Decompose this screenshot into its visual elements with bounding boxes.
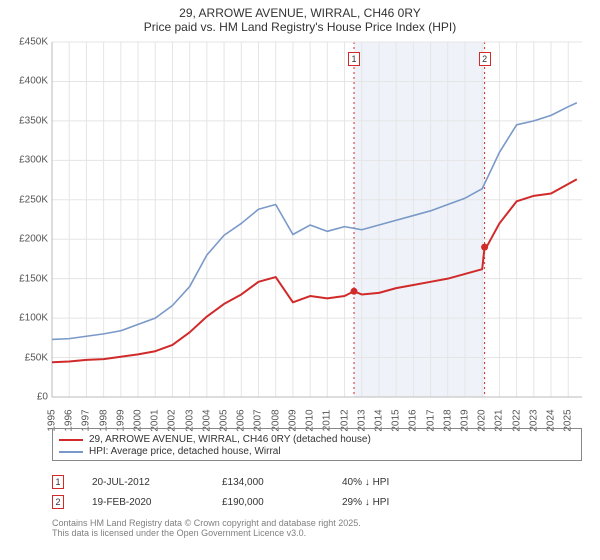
copyright-block: Contains HM Land Registry data © Crown c… bbox=[52, 518, 582, 538]
y-axis-label: £50K bbox=[4, 352, 48, 363]
sales-table: 1 20-JUL-2012£134,00040% ↓ HPI 2 19-FEB-202… bbox=[52, 472, 582, 512]
chart-plot-area: £0£50K£100K£150K£200K£250K£300K£350K£400… bbox=[52, 42, 582, 397]
chart-container: 29, ARROWE AVENUE, WIRRAL, CH46 0RY Pric… bbox=[0, 0, 600, 560]
y-axis-label: £150K bbox=[4, 273, 48, 284]
title-line-1: 29, ARROWE AVENUE, WIRRAL, CH46 0RY bbox=[0, 6, 600, 20]
sale-id-box: 2 bbox=[52, 495, 64, 509]
sale-marker-2: 2 bbox=[479, 52, 491, 66]
y-axis-label: £450K bbox=[4, 37, 48, 48]
chart-svg bbox=[52, 42, 582, 397]
sale-date: 19-FEB-2020 bbox=[92, 497, 222, 508]
sale-price: £134,000 bbox=[222, 477, 342, 488]
sale-marker-1: 1 bbox=[348, 52, 360, 66]
sale-price: £190,000 bbox=[222, 497, 342, 508]
sale-id-box: 1 bbox=[52, 475, 64, 489]
sale-row: 2 19-FEB-2020£190,00029% ↓ HPI bbox=[52, 492, 582, 512]
legend-row: 29, ARROWE AVENUE, WIRRAL, CH46 0RY (det… bbox=[59, 434, 575, 445]
legend-swatch bbox=[59, 439, 83, 441]
sale-row: 1 20-JUL-2012£134,00040% ↓ HPI bbox=[52, 472, 582, 492]
copyright-line-2: This data is licensed under the Open Gov… bbox=[52, 528, 582, 538]
y-axis-label: £300K bbox=[4, 155, 48, 166]
legend-box: 29, ARROWE AVENUE, WIRRAL, CH46 0RY (det… bbox=[52, 428, 582, 461]
sale-date: 20-JUL-2012 bbox=[92, 477, 222, 488]
y-axis-label: £350K bbox=[4, 115, 48, 126]
copyright-line-1: Contains HM Land Registry data © Crown c… bbox=[52, 518, 582, 528]
y-axis-label: £250K bbox=[4, 194, 48, 205]
y-axis-label: £100K bbox=[4, 313, 48, 324]
y-axis-label: £400K bbox=[4, 76, 48, 87]
y-axis-label: £200K bbox=[4, 234, 48, 245]
sale-hpi-delta: 29% ↓ HPI bbox=[342, 497, 462, 508]
legend-row: HPI: Average price, detached house, Wirr… bbox=[59, 446, 575, 457]
legend-swatch bbox=[59, 451, 83, 453]
sale-hpi-delta: 40% ↓ HPI bbox=[342, 477, 462, 488]
chart-title: 29, ARROWE AVENUE, WIRRAL, CH46 0RY Pric… bbox=[0, 0, 600, 36]
legend-label: 29, ARROWE AVENUE, WIRRAL, CH46 0RY (det… bbox=[89, 434, 371, 445]
title-line-2: Price paid vs. HM Land Registry's House … bbox=[0, 20, 600, 34]
legend-label: HPI: Average price, detached house, Wirr… bbox=[89, 446, 281, 457]
y-axis-label: £0 bbox=[4, 392, 48, 403]
